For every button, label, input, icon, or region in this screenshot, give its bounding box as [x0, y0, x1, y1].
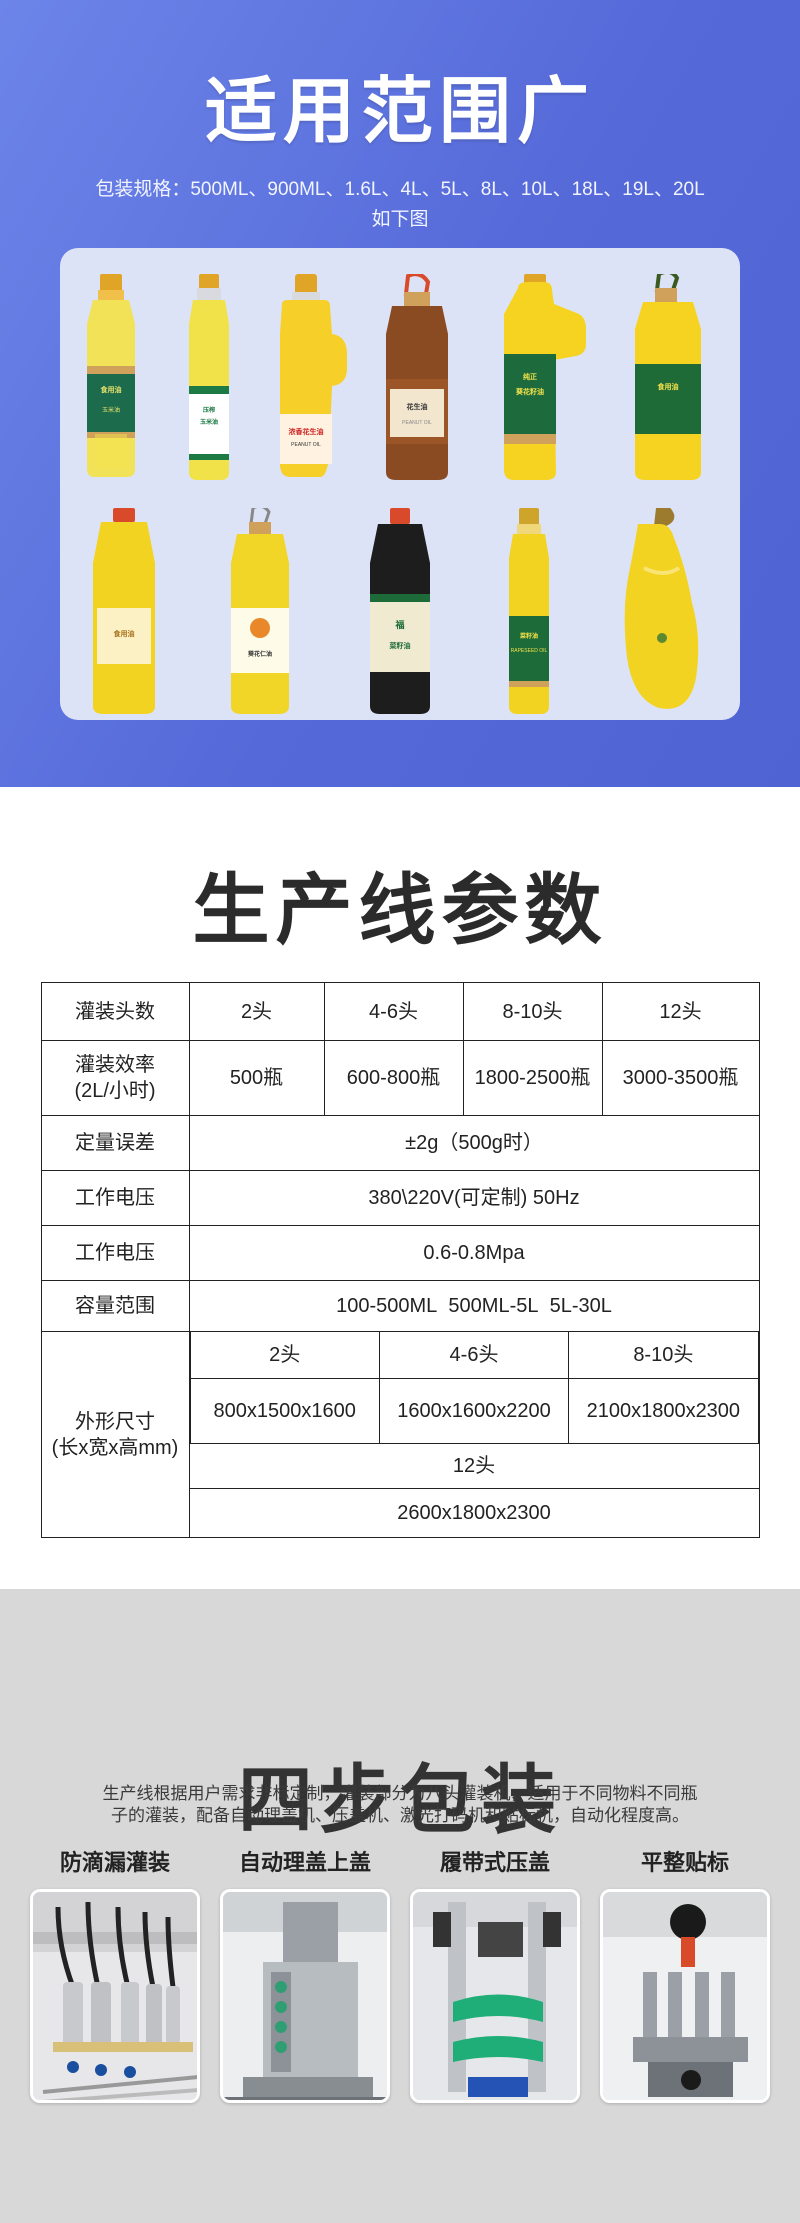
- svg-text:食用油: 食用油: [112, 629, 134, 638]
- svg-text:菜籽油: 菜籽油: [518, 632, 537, 640]
- svg-text:RAPESEED OIL: RAPESEED OIL: [510, 648, 547, 654]
- svg-text:食用油: 食用油: [100, 385, 122, 394]
- svg-text:PEANUT OIL: PEANUT OIL: [402, 420, 432, 426]
- svg-text:玉米油: 玉米油: [200, 418, 218, 426]
- svg-text:压榨: 压榨: [203, 406, 215, 414]
- svg-text:花生油: 花生油: [406, 402, 427, 411]
- svg-text:葵花籽油: 葵花籽油: [516, 387, 544, 396]
- svg-text:PEANUT OIL: PEANUT OIL: [291, 442, 321, 448]
- svg-text:食用油: 食用油: [656, 382, 678, 391]
- svg-text:葵花仁油: 葵花仁油: [246, 650, 271, 658]
- svg-text:浓香花生油: 浓香花生油: [289, 427, 324, 436]
- svg-text:玉米油: 玉米油: [102, 406, 120, 414]
- svg-text:福: 福: [394, 619, 404, 630]
- svg-text:纯正: 纯正: [523, 372, 537, 381]
- svg-text:菜籽油: 菜籽油: [388, 641, 410, 650]
